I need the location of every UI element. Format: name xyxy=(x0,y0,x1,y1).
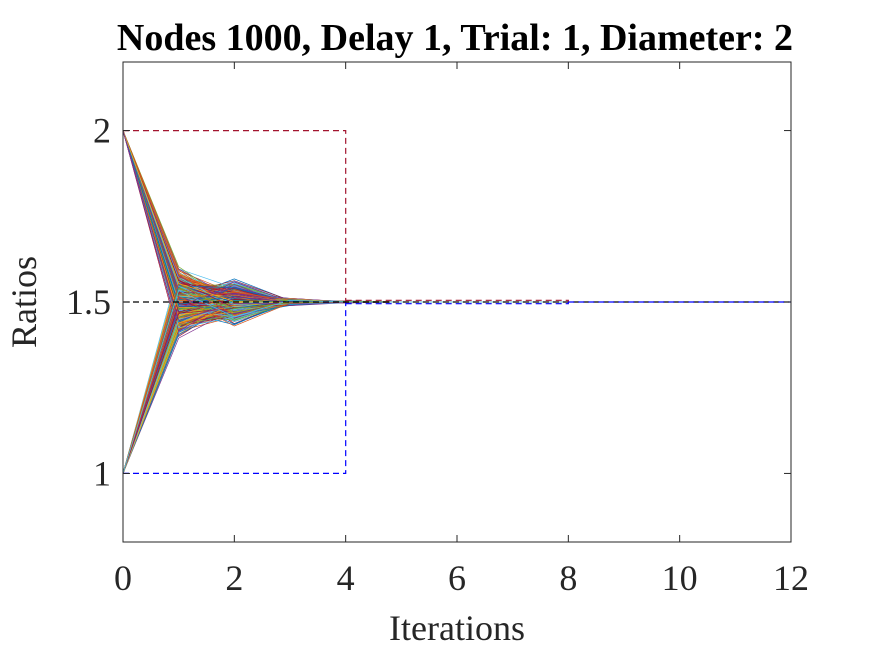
x-axis-label: Iterations xyxy=(389,608,525,648)
plot-area: 0 2 4 6 8 10 12 1 1.5 2 xyxy=(66,61,809,598)
x-tick-label: 2 xyxy=(225,558,243,598)
chart-title: Nodes 1000, Delay 1, Trial: 1, Diameter:… xyxy=(117,17,793,59)
reference-line xyxy=(123,130,347,302)
x-tick-label: 4 xyxy=(337,558,355,598)
x-tick-label: 10 xyxy=(662,558,698,598)
reference-lines xyxy=(123,130,791,474)
y-tick-label: 2 xyxy=(93,111,111,151)
y-tick-label: 1.5 xyxy=(66,282,111,322)
x-tick-label: 0 xyxy=(114,558,132,598)
x-tick-label: 12 xyxy=(773,558,809,598)
x-tick-label: 8 xyxy=(559,558,577,598)
y-tick-label: 1 xyxy=(93,453,111,493)
y-axis-label: Ratios xyxy=(4,256,44,348)
axis-ticks: 0 2 4 6 8 10 12 1 1.5 2 xyxy=(66,62,809,598)
x-tick-label: 6 xyxy=(448,558,466,598)
reference-line xyxy=(123,302,347,474)
